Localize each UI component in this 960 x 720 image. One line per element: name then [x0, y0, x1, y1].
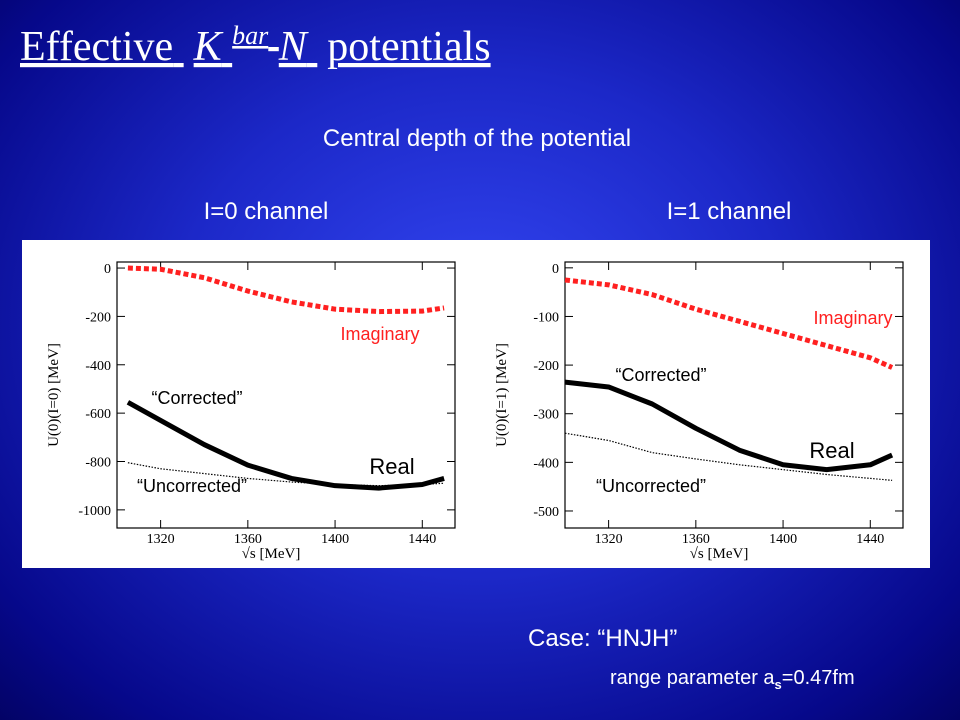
plot-frame — [564, 261, 904, 529]
title-superscript: bar — [232, 21, 269, 50]
annotation: Imaginary — [813, 308, 892, 328]
x-tick-label: 1320 — [595, 532, 623, 547]
y-tick-label: -600 — [85, 407, 111, 422]
case-label: Case: “HNJH” — [528, 625, 677, 652]
title-word: potentials — [327, 24, 490, 70]
y-tick-label: -100 — [533, 310, 559, 325]
chart-title: I=1 channel — [667, 198, 792, 225]
series-line — [564, 277, 894, 370]
series-line — [564, 379, 894, 473]
annotation: “Corrected” — [151, 388, 242, 408]
range-subscript: s — [775, 677, 782, 692]
annotation: Real — [369, 454, 414, 479]
y-tick-label: -400 — [85, 359, 111, 374]
series-line — [127, 265, 445, 315]
y-tick-label: -300 — [533, 408, 559, 423]
title-word: K — [193, 24, 224, 70]
x-tick-label: 1400 — [769, 532, 797, 547]
plot-frame — [116, 261, 456, 529]
annotation: Imaginary — [340, 324, 419, 344]
annotation: “Corrected” — [615, 365, 706, 385]
figure-panel — [22, 240, 930, 568]
annotation: “Uncorrected” — [137, 476, 247, 496]
title-word: Effective — [20, 24, 173, 70]
y-axis-label: U(0)(I=1) [MeV] — [494, 343, 510, 447]
y-tick-label: -500 — [533, 505, 559, 520]
x-tick-label: 1440 — [408, 532, 436, 547]
range-text: range parameter a — [610, 667, 775, 689]
y-tick-label: 0 — [552, 262, 559, 277]
y-tick-label: -800 — [85, 456, 111, 471]
title-word: N — [278, 24, 309, 70]
x-tick-label: 1360 — [234, 532, 262, 547]
x-axis-label: √s [MeV] — [242, 546, 301, 562]
y-tick-label: 0 — [104, 262, 111, 277]
y-axis-label: U(0)(I=0) [MeV] — [46, 343, 62, 447]
x-axis-label: √s [MeV] — [690, 546, 749, 562]
y-tick-label: -200 — [85, 310, 111, 325]
range-note: range parameter as=0.47fm — [610, 667, 855, 692]
subtitle: Central depth of the potential — [323, 125, 631, 152]
y-tick-label: -1000 — [78, 504, 111, 519]
annotation: “Uncorrected” — [596, 476, 706, 496]
y-tick-label: -200 — [533, 359, 559, 374]
x-tick-label: 1360 — [682, 532, 710, 547]
slide-title: Effective K bar N potentials — [20, 8, 491, 70]
chart-title: I=0 channel — [204, 198, 329, 225]
x-tick-label: 1320 — [147, 532, 175, 547]
series-line — [126, 400, 445, 491]
x-tick-label: 1400 — [321, 532, 349, 547]
annotation: Real — [809, 438, 854, 463]
range-text: =0.47fm — [782, 667, 855, 689]
x-tick-label: 1440 — [856, 532, 884, 547]
y-tick-label: -400 — [533, 456, 559, 471]
series-line — [564, 432, 893, 481]
